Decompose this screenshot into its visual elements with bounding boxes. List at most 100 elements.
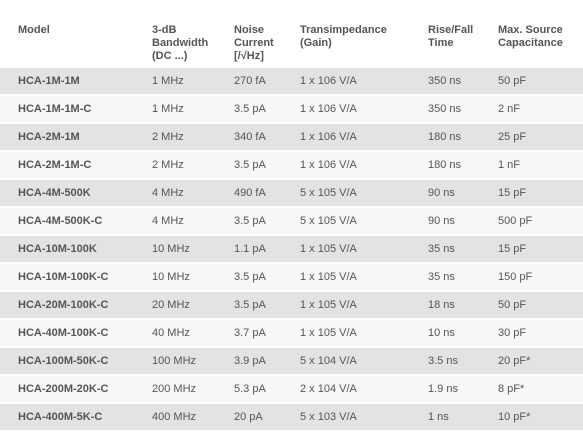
cell-text: 50 pF (498, 75, 527, 87)
header-text: Rise/Fall (428, 24, 474, 36)
cell-text: 1 x 106 V/A (300, 159, 357, 171)
cell-text: 1.1 pA (234, 243, 266, 255)
cell-text: 150 pF (498, 271, 533, 283)
cell-text: 3.5 pA (234, 215, 266, 227)
cell-text: 490 fA (234, 187, 266, 199)
model-name: HCA-4M-500K (18, 187, 91, 199)
cell-text: 2 MHz (152, 131, 184, 143)
row-background (0, 68, 583, 94)
header-text: Capacitance (498, 37, 563, 49)
cell-text: 400 MHz (152, 411, 197, 423)
cell-text: 2 nF (498, 103, 521, 115)
cell-text: 350 ns (428, 75, 462, 87)
cell-text: 3.5 pA (234, 159, 266, 171)
row-background (0, 152, 583, 178)
row-background (0, 292, 583, 318)
cell-text: 90 ns (428, 215, 455, 227)
model-name: HCA-20M-100K-C (18, 299, 109, 311)
row-background (0, 348, 583, 374)
cell-text: 1 x 106 V/A (300, 131, 357, 143)
header-text: Max. Source (498, 24, 563, 36)
header-text: [/√Hz] (234, 50, 264, 62)
cell-text: 20 pF* (498, 355, 531, 367)
cell-text: 1 x 105 V/A (300, 271, 357, 283)
model-name: HCA-10M-100K (18, 243, 97, 255)
cell-text: 18 ns (428, 299, 455, 311)
cell-text: 35 ns (428, 271, 455, 283)
cell-text: 2 x 104 V/A (300, 383, 357, 395)
cell-text: 15 pF (498, 187, 527, 199)
cell-text: 3.7 pA (234, 327, 266, 339)
cell-text: 40 MHz (152, 327, 190, 339)
cell-text: 340 fA (234, 131, 266, 143)
cell-text: 5.3 pA (234, 383, 266, 395)
row-background (0, 320, 583, 346)
row-background (0, 208, 583, 234)
cell-text: 5 x 105 V/A (300, 215, 357, 227)
cell-text: 350 ns (428, 103, 462, 115)
cell-text: 1 x 105 V/A (300, 243, 357, 255)
row-background (0, 376, 583, 402)
header-text: (Gain) (300, 37, 332, 49)
cell-text: 5 x 104 V/A (300, 355, 357, 367)
cell-text: 1 MHz (152, 75, 184, 87)
cell-text: 1 x 106 V/A (300, 103, 357, 115)
row-background (0, 96, 583, 122)
cell-text: 10 MHz (152, 243, 190, 255)
cell-text: 90 ns (428, 187, 455, 199)
cell-text: 1.9 ns (428, 383, 458, 395)
model-name: HCA-1M-1M-C (18, 103, 92, 115)
cell-text: 3.5 ns (428, 355, 458, 367)
cell-text: 1 nF (498, 159, 521, 171)
row-background (0, 236, 583, 262)
header-text: Time (428, 37, 454, 49)
cell-text: 35 ns (428, 243, 455, 255)
cell-text: 1 ns (428, 411, 449, 423)
row-background (0, 404, 583, 430)
header-text: Noise (234, 24, 264, 36)
model-name: HCA-40M-100K-C (18, 327, 109, 339)
cell-text: 100 MHz (152, 355, 197, 367)
cell-text: 50 pF (498, 299, 527, 311)
cell-text: 2 MHz (152, 159, 184, 171)
header-text: Bandwidth (152, 37, 209, 49)
cell-text: 15 pF (498, 243, 527, 255)
cell-text: 1 x 106 V/A (300, 75, 357, 87)
cell-text: 200 MHz (152, 383, 197, 395)
cell-text: 25 pF (498, 131, 527, 143)
cell-text: 3.9 pA (234, 355, 266, 367)
header-text: Current (234, 37, 274, 49)
model-name: HCA-200M-20K-C (18, 383, 109, 395)
header-text: Transimpedance (300, 24, 387, 36)
cell-text: 10 pF* (498, 411, 531, 423)
cell-text: 20 pA (234, 411, 263, 423)
cell-text: 5 x 103 V/A (300, 411, 357, 423)
model-name: HCA-400M-5K-C (18, 411, 103, 423)
model-name: HCA-1M-1M (18, 75, 80, 87)
cell-text: 30 pF (498, 327, 527, 339)
cell-text: 10 ns (428, 327, 455, 339)
row-background (0, 264, 583, 290)
cell-text: 8 pF* (498, 383, 525, 395)
model-name: HCA-10M-100K-C (18, 271, 109, 283)
cell-text: 5 x 105 V/A (300, 187, 357, 199)
cell-text: 10 MHz (152, 271, 190, 283)
cell-text: 3.5 pA (234, 299, 266, 311)
cell-text: 180 ns (428, 159, 462, 171)
header-text: Model (18, 24, 50, 36)
row-background (0, 124, 583, 150)
cell-text: 3.5 pA (234, 271, 266, 283)
cell-text: 1 x 105 V/A (300, 299, 357, 311)
cell-text: 500 pF (498, 215, 533, 227)
cell-text: 1 x 105 V/A (300, 327, 357, 339)
model-name: HCA-100M-50K-C (18, 355, 109, 367)
cell-text: 4 MHz (152, 215, 184, 227)
model-name: HCA-2M-1M (18, 131, 80, 143)
row-background (0, 180, 583, 206)
model-name: HCA-2M-1M-C (18, 159, 92, 171)
cell-text: 20 MHz (152, 299, 190, 311)
cell-text: 3.5 pA (234, 103, 266, 115)
cell-text: 4 MHz (152, 187, 184, 199)
cell-text: 1 MHz (152, 103, 184, 115)
